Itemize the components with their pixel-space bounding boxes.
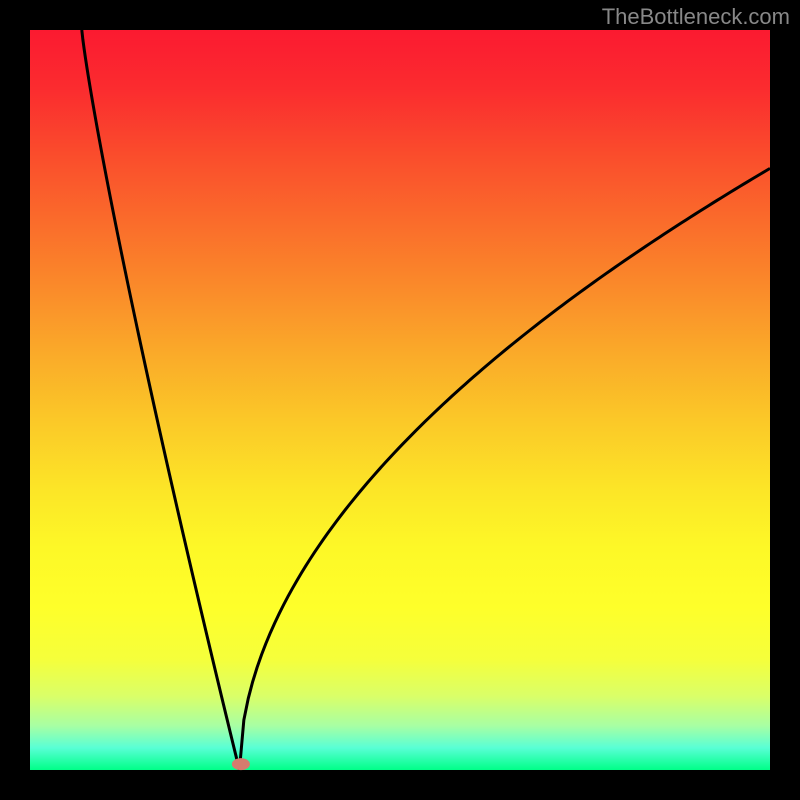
bottleneck-chart: TheBottleneck.com [0,0,800,800]
chart-background-gradient [30,30,770,770]
optimal-point-marker [232,758,250,770]
watermark-text: TheBottleneck.com [602,4,790,29]
chart-container: TheBottleneck.com [0,0,800,800]
